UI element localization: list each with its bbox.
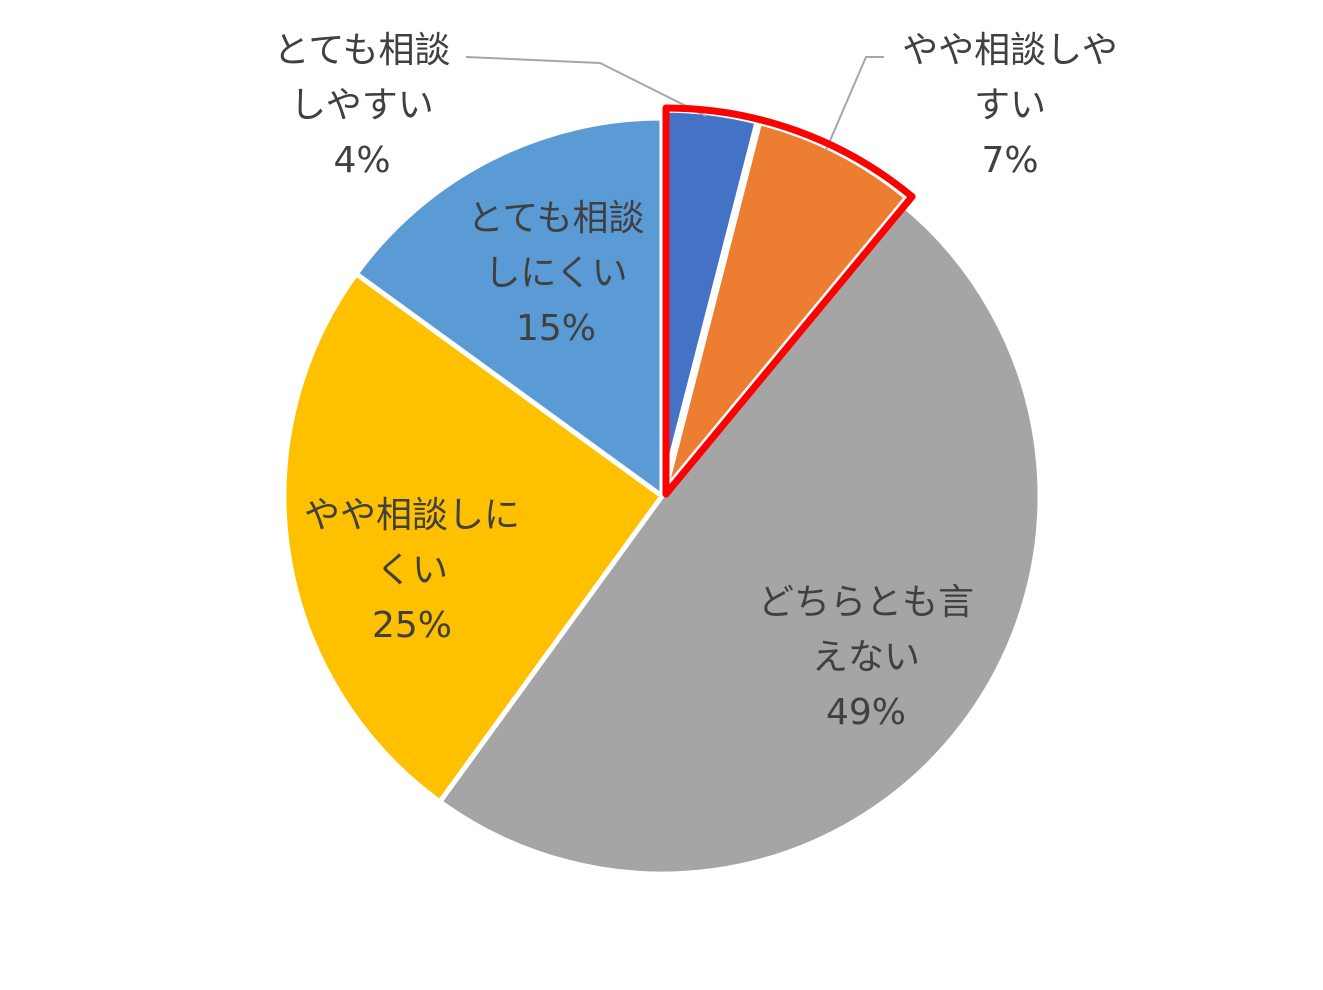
data-label-percent: 7%: [981, 140, 1038, 181]
pie-slice-2: [437, 202, 1043, 877]
data-label-line: えない: [812, 637, 920, 678]
data-label-line: とても相談: [273, 30, 450, 71]
data-label-2: どちらとも言えない 49%: [758, 582, 974, 733]
pie-slices: [281, 107, 1043, 877]
pie-slice-4: [353, 115, 665, 499]
data-label-percent: 15%: [516, 308, 596, 349]
data-label-0: とても相談しやすい 4%: [273, 30, 450, 181]
data-label-line: しやすい: [290, 85, 434, 126]
leader-lines: [465, 56, 884, 151]
data-label-3: やや相談しにくい 25%: [304, 495, 520, 646]
data-label-line: とても相談: [467, 198, 644, 239]
highlight-outline: [662, 104, 916, 498]
pie-slice-3: [281, 271, 665, 805]
data-label-4: とても相談しにくい 15%: [467, 198, 644, 349]
data-label-line: すい: [974, 85, 1046, 126]
data-label-line: しにくい: [484, 253, 627, 294]
data-label-line: やや相談しや: [902, 30, 1118, 71]
data-label-1: やや相談しやすい 7%: [902, 30, 1118, 181]
data-label-percent: 49%: [826, 692, 906, 733]
data-label-line: やや相談しに: [304, 495, 520, 536]
slice-labels: とても相談しやすい 4%やや相談しやすい 7%どちらとも言えない 49%やや相談しにく…: [273, 30, 1117, 733]
leader-line-0: [465, 56, 707, 117]
data-label-percent: 4%: [333, 140, 390, 181]
leader-line-1: [825, 56, 884, 151]
highlight-outline-path: [662, 104, 916, 498]
data-label-line: くい: [376, 550, 448, 591]
data-label-line: どちらとも言: [758, 582, 974, 623]
data-label-percent: 25%: [372, 605, 452, 646]
